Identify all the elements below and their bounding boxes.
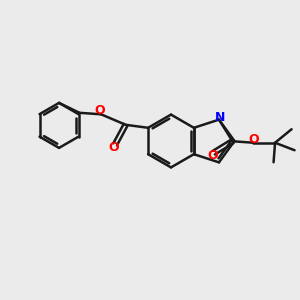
Text: O: O [108,141,119,154]
Text: O: O [207,148,218,161]
Text: N: N [215,111,226,124]
Text: O: O [248,133,259,146]
Text: O: O [94,103,105,117]
